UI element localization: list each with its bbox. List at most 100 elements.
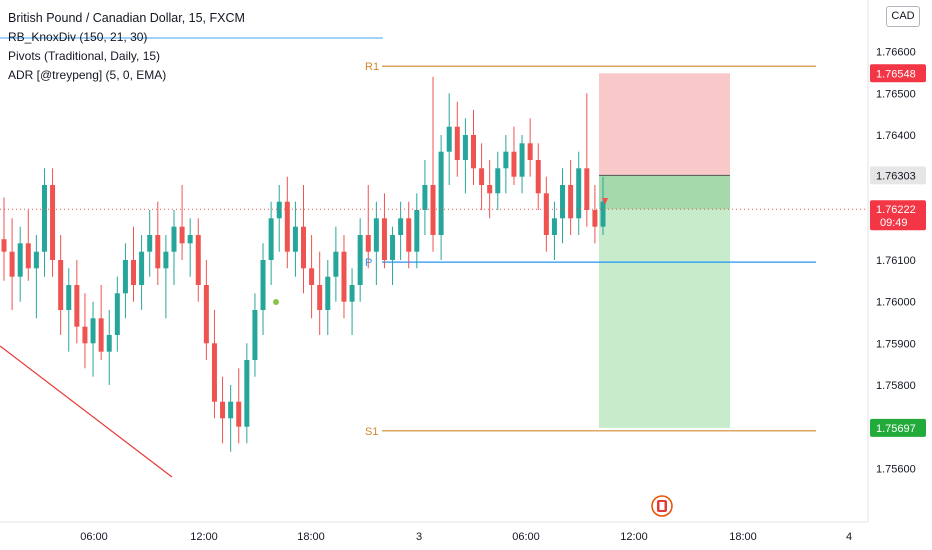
flag-center [659,502,665,510]
time-axis[interactable]: 06:00 12:00 18:00 3 06:00 12:00 18:00 4 [0,521,868,543]
candle-body [519,143,525,177]
candle-body [98,318,104,352]
candle-body [487,185,493,194]
divergence-trendline [0,345,173,478]
candle-body [74,285,80,327]
candle-body [1,239,7,252]
price-label-text: 1.76303 [876,170,916,182]
candle-body [398,218,404,235]
price-label-text: 1.75697 [876,423,916,435]
price-tick: 1.76500 [876,88,916,100]
candle-body [131,260,137,285]
countdown-text: 09:49 [880,217,908,229]
candle-body [446,126,452,152]
candle-body [454,126,460,160]
candle-body [244,360,250,427]
candle-body [139,251,145,285]
open-pnl-zone [599,175,730,210]
time-tick: 06:00 [512,531,540,543]
candle-body [155,235,161,269]
time-tick: 18:00 [297,531,325,543]
candle-body [592,210,598,227]
candle-body [284,201,290,252]
candle-body [349,285,355,302]
candle-body [479,168,485,185]
candle-body [414,210,420,252]
candle-body [381,218,387,260]
time-tick: 12:00 [620,531,648,543]
currency-button[interactable]: CAD [886,6,920,27]
candles [1,76,606,452]
candle-body [171,226,177,252]
candle-body [543,193,549,235]
candle-body [41,185,47,252]
candle-body [365,235,371,252]
candle-body [317,285,323,310]
candle-body [373,218,379,252]
price-tick: 1.76100 [876,255,916,267]
candle-body [511,151,517,177]
candle-body [422,185,428,210]
price-label-text: 1.76548 [876,68,916,80]
indicator-pivots[interactable]: Pivots (Traditional, Daily, 15) [8,49,161,63]
time-tick: 06:00 [80,531,108,543]
time-tick: 3 [416,531,422,543]
price-tick: 1.75800 [876,380,916,392]
price-tick: 1.75600 [876,463,916,475]
candle-body [195,235,201,285]
price-label-stop [870,64,926,83]
candle-body [268,218,274,260]
candle-body [220,401,226,419]
pivot-label-r1: R1 [365,61,379,73]
candle-body [600,201,606,227]
candle-body [252,310,258,360]
candle-body [495,168,501,194]
candle-body [58,260,64,310]
candle-body [309,268,315,285]
price-tick: 1.75900 [876,338,916,350]
overlays [0,37,868,517]
candle-body [301,226,306,269]
candle-body [50,185,56,260]
candle-body [576,168,582,219]
candle-body [325,276,331,310]
candle-body [163,251,169,269]
candle-body [228,401,234,419]
candle-body [341,251,347,302]
candle-body [260,260,266,310]
candle-body [9,251,15,277]
divergence-dot [273,299,279,305]
candle-body [535,160,541,194]
candle-body [25,243,31,269]
chart-legend: British Pound / Canadian Dollar, 15, FXC… [8,9,245,85]
price-label-entry [870,166,926,185]
take-profit-zone [599,175,730,428]
time-tick: 18:00 [729,531,757,543]
candle-body [203,285,209,344]
candle-body [187,235,193,244]
time-tick: 12:00 [190,531,218,543]
indicator-knoxdiv[interactable]: RB_KnoxDiv (150, 21, 30) [8,30,148,44]
symbol-title[interactable]: British Pound / Canadian Dollar, 15, FXC… [8,11,245,25]
candle-body [503,151,509,169]
price-label-text: 1.76222 [876,204,916,216]
price-label-last [870,200,926,231]
candle-body [66,285,72,310]
price-label-target [870,418,926,437]
candle-body [276,201,282,219]
candle-body [106,335,112,352]
candle-body [584,168,590,210]
candle-body [114,293,120,335]
candle-body [390,235,396,260]
candle-body [470,135,476,169]
indicator-adr[interactable]: ADR [@treypeng] (5, 0, EMA) [8,68,167,82]
candle-body [179,226,185,244]
price-tick: 1.76600 [876,47,916,59]
pivot-label-s1: S1 [365,426,378,438]
candle-body [333,251,339,277]
position-zones [599,73,730,428]
candle-body [147,235,153,252]
candle-body [560,185,566,219]
